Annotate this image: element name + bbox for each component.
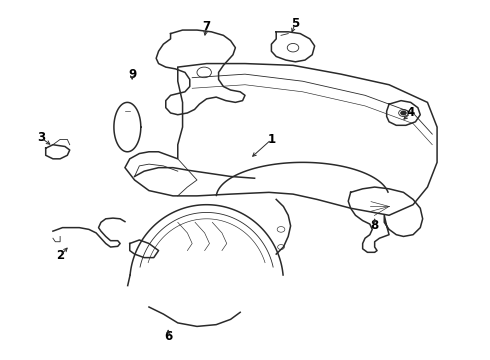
Text: 6: 6	[164, 330, 172, 343]
Text: 4: 4	[407, 107, 415, 120]
Text: 1: 1	[268, 133, 275, 146]
Text: 9: 9	[128, 68, 136, 81]
Text: 8: 8	[370, 219, 379, 232]
Text: 7: 7	[202, 20, 211, 33]
Text: 5: 5	[291, 17, 299, 30]
Text: 3: 3	[37, 131, 45, 144]
Text: 2: 2	[56, 249, 64, 262]
Circle shape	[401, 111, 406, 115]
